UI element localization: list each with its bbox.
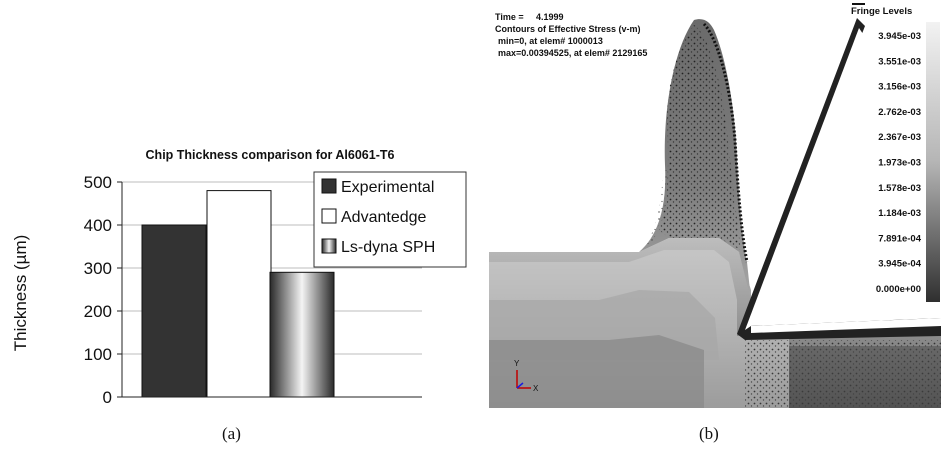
y-tick-label: 100	[84, 345, 112, 364]
cutting-tool	[737, 18, 941, 340]
y-tick-label: 0	[103, 388, 112, 407]
fringe-level-label: 3.945e-03	[878, 31, 921, 42]
workpiece-region	[489, 238, 941, 408]
legend-label: Advantedge	[341, 209, 427, 226]
fringe-level-label: 7.891e-04	[878, 233, 922, 244]
y-tick-label: 300	[84, 259, 112, 278]
time-label: Time =	[495, 12, 524, 22]
axis-triad: Y X	[514, 359, 539, 393]
chart-legend: Experimental Advantedge Ls-dyna SPH	[313, 171, 467, 268]
fringe-level-label: 1.578e-03	[878, 183, 921, 194]
fringe-title: Fringe Levels	[851, 6, 912, 17]
y-axis-label: Thickness (µm)	[11, 235, 30, 352]
chip-thickness-chart: Chip Thickness comparison for Al6061-T6 …	[11, 148, 467, 407]
legend-swatch	[321, 178, 337, 194]
fringe-color-scale	[926, 22, 940, 302]
min-value-line: min=0, at elem# 1000013	[498, 36, 603, 46]
chart-axes	[121, 182, 422, 398]
legend-label: Experimental	[341, 179, 434, 196]
bar-experimental	[141, 224, 207, 398]
chart-title: Chip Thickness comparison for Al6061-T6	[146, 148, 395, 162]
legend-swatch	[321, 208, 337, 224]
fringe-level-label: 2.367e-03	[878, 132, 921, 143]
bar-group	[141, 190, 335, 398]
panel-a-caption: (a)	[222, 424, 241, 443]
bar-ls-dyna-sph	[269, 271, 335, 398]
y-tick-label: 400	[84, 216, 112, 235]
legend-frame	[313, 171, 467, 268]
triad-y-label: Y	[514, 359, 520, 368]
sim-header: Time = 4.1999 Contours of Effective Stre…	[495, 12, 647, 58]
contour-title: Contours of Effective Stress (v-m)	[495, 24, 641, 34]
fringe-level-label: 0.000e+00	[876, 284, 921, 295]
legend-label: Ls-dyna SPH	[341, 239, 435, 256]
fringe-level-label: 1.184e-03	[878, 208, 921, 219]
y-tick-label: 500	[84, 173, 112, 192]
fringe-level-label: 1.973e-03	[878, 158, 921, 169]
fringe-level-label: 2.762e-03	[878, 107, 921, 118]
bar-advantedge	[206, 190, 272, 398]
panel-b-caption: (b)	[699, 424, 719, 443]
chip-region	[639, 19, 751, 301]
fringe-level-label: 3.156e-03	[878, 82, 921, 93]
y-tick-label: 200	[84, 302, 112, 321]
stress-contour-plot: Time = 4.1999 Contours of Effective Stre…	[489, 3, 941, 408]
time-value: 4.1999	[536, 12, 564, 22]
legend-swatch	[321, 238, 337, 254]
fringe-level-label: 3.945e-04	[878, 259, 922, 270]
fringe-level-label: 3.551e-03	[878, 56, 921, 67]
triad-x-label: X	[533, 384, 539, 393]
fringe-legend: Fringe Levels 3.945e-03 3.551e-03 3.156e-0…	[851, 3, 940, 302]
max-value-line: max=0.00394525, at elem# 2129165	[498, 48, 647, 58]
y-tick-labels: 0 100 200 300 400 500	[84, 173, 122, 407]
